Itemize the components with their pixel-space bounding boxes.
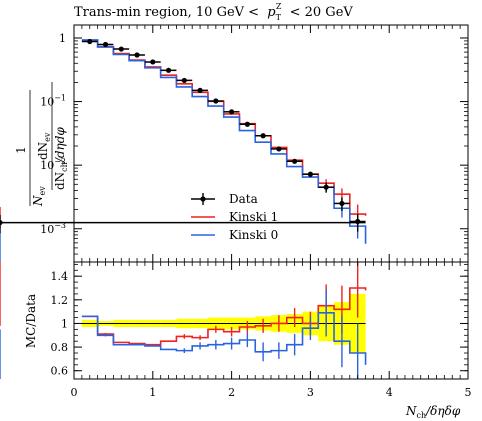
ylabel-den-sub: ev [38, 186, 47, 196]
ylabel-one: 1 [14, 146, 28, 154]
main-ytick-label: 10−3 [40, 221, 66, 236]
legend-label-kinski1: Kinski 1 [229, 210, 278, 224]
data-point [307, 171, 313, 177]
data-point [118, 46, 124, 52]
svg-text:Nev: Nev [31, 186, 47, 207]
data-point [244, 121, 250, 127]
legend-item-data: Data [191, 192, 258, 206]
main-panel: Trans-min region, 10 GeV < pTZ < 20 GeV … [0, 0, 469, 263]
main-ylabel-frac: dNev dNch/dηdφ [36, 82, 69, 190]
ratio-kinski-1-line [81, 287, 367, 346]
ratio-xtick-label: 0 [71, 386, 78, 399]
title-p: p [267, 5, 276, 20]
main-axis-ticks: 1 10−1 10−2 10−3 [40, 25, 469, 263]
data-point [197, 87, 203, 93]
title-sub: T [276, 13, 282, 22]
legend: Data Kinski 1 Kinski 0 [191, 192, 278, 242]
main-ytick-label: 1 [59, 32, 66, 45]
data-point [134, 52, 140, 58]
data-point [276, 146, 282, 152]
svg-text:dNev: dNev [36, 132, 52, 160]
title-prefix: Trans-min region, 10 GeV < [74, 5, 259, 20]
ratio-xtick-label: 3 [307, 386, 314, 399]
series-kinski-0-line [81, 39, 367, 244]
data-point [229, 109, 235, 115]
ratio-ytick-label: 1 [61, 317, 68, 330]
ratio-ytick-label: 0.6 [51, 365, 69, 378]
ratio-ytick-label: 1.2 [51, 294, 69, 307]
ratio-xtick-label: 1 [149, 386, 156, 399]
ylabel-fden: dN [53, 172, 67, 190]
ratio-frame [73, 261, 469, 380]
ylabel-den: N [31, 195, 45, 207]
ratio-axis-ticks: 0 1 2 3 4 5 0.6 0.8 1 1.2 1.4 [51, 262, 472, 399]
data-point [260, 133, 266, 139]
ylabel-fden-tail: /dηdφ [53, 127, 67, 164]
main-ytick-label: 10−2 [40, 157, 66, 172]
data-point [0, 219, 3, 226]
chart-title: Trans-min region, 10 GeV < pTZ < 20 GeV [74, 0, 353, 22]
ratio-ylabel: MC/Data [24, 294, 38, 348]
series-kinski-1-line [81, 39, 367, 216]
legend-label-data: Data [229, 192, 258, 206]
legend-item-kinski1: Kinski 1 [191, 210, 278, 224]
x-axis-label: Nch/δηδφ [405, 404, 461, 420]
ylabel-fden-sub: ch [60, 162, 69, 172]
ylabel-dn: dN [36, 142, 50, 160]
title-sup: Z [276, 2, 282, 11]
data-point [339, 200, 345, 207]
main-plot-area [0, 38, 367, 262]
ratio-xtick-label: 4 [386, 386, 393, 399]
ratio-plot-area [0, 262, 367, 379]
title-suffix: < 20 GeV [290, 5, 354, 20]
main-ylabel: 1 Nev [14, 90, 47, 207]
ratio-xtick-label: 5 [465, 386, 472, 399]
data-point [323, 184, 329, 190]
data-point [87, 38, 93, 45]
data-point [292, 158, 298, 164]
data-point [181, 77, 187, 84]
ratio-xtick-label: 2 [228, 386, 235, 399]
data-point [165, 67, 172, 73]
main-ytick-label: 10−1 [40, 94, 66, 109]
svg-text:dNch/dηdφ: dNch/dηdφ [53, 127, 69, 190]
legend-label-kinski0: Kinski 0 [229, 228, 278, 242]
data-point [213, 98, 219, 104]
ratio-ytick-label: 1.4 [51, 270, 69, 283]
ratio-ytick-label: 0.8 [51, 341, 69, 354]
data-point [150, 59, 156, 65]
data-point [102, 41, 109, 48]
ratio-panel: 0 1 2 3 4 5 0.6 0.8 1 1.2 1.4 MC/Data Nch/δηδφ [0, 261, 472, 420]
legend-item-kinski0: Kinski 0 [191, 228, 278, 242]
ylabel-dn-sub: ev [43, 132, 52, 142]
